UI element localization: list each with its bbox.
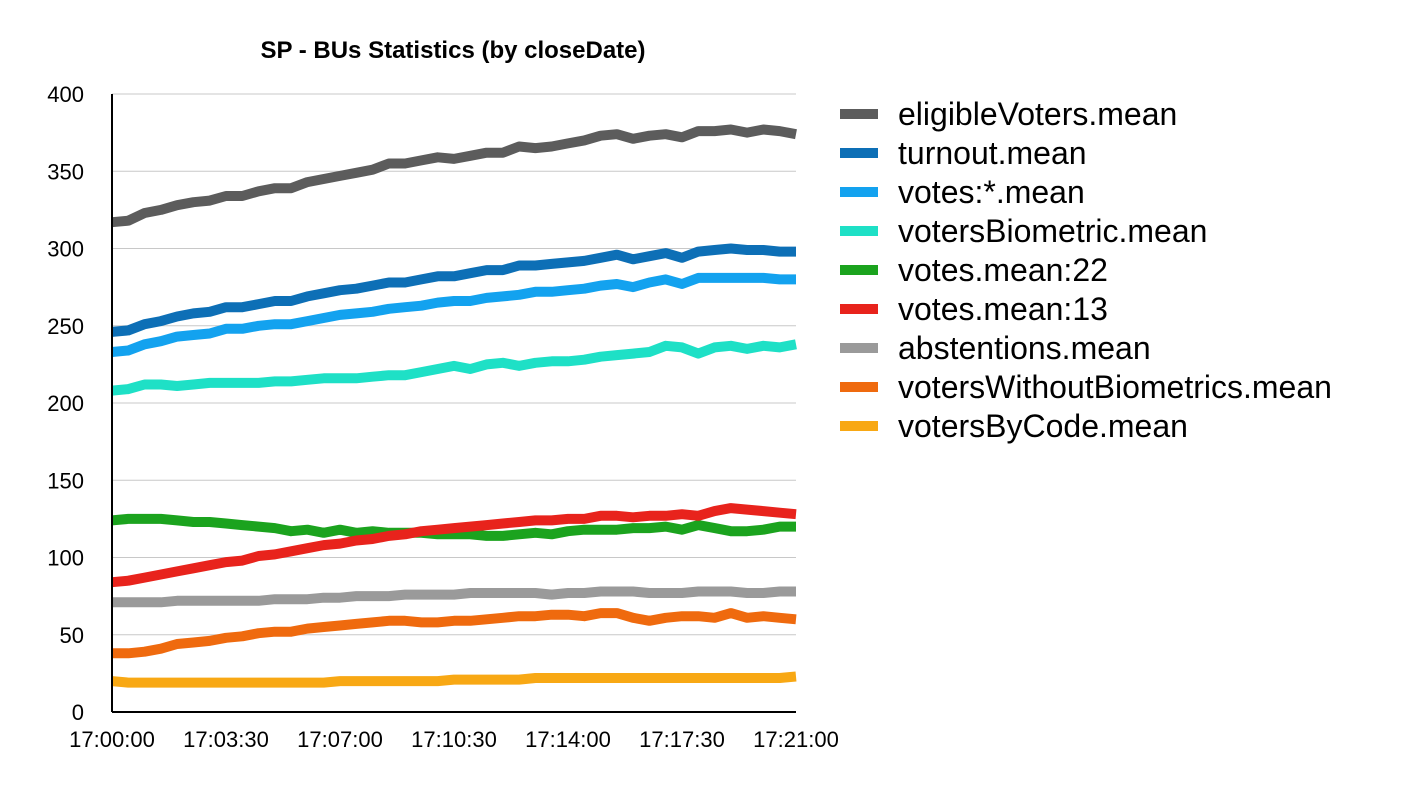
series-line-abstentions-mean [112,586,796,608]
series-line-votes-mean-13 [111,503,797,588]
legend-label: votersBiometric.mean [898,213,1207,249]
legend: eligibleVoters.meanturnout.meanvotes:*.m… [840,96,1332,444]
x-tick-label: 17:07:00 [297,727,383,752]
series-line-votersbiometric-mean [111,339,797,396]
series-lines [111,124,797,688]
axes: 400 350 300 250 200 150 100 50 017:00:00 17:03:30… [47,82,839,752]
x-tick-label: 17:14:00 [525,727,611,752]
y-tick-label: 250 [47,314,84,339]
y-tick-label: 150 [47,468,84,493]
legend-label: votersByCode.mean [898,408,1188,444]
legend-label: votes.mean:22 [898,252,1108,288]
series-line-turnout-mean [111,243,796,337]
series-line-votersbycode-mean [111,671,797,688]
y-tick-label: 200 [47,391,84,416]
series-line-votes-mean [111,272,796,357]
x-tick-label: 17:03:30 [183,727,269,752]
x-tick-label: 17:17:30 [639,727,725,752]
x-tick-label: 17:10:30 [411,727,497,752]
legend-label: votersWithoutBiometrics.mean [898,369,1332,405]
legend-label: votes:*.mean [898,174,1085,210]
series-line-eligiblevoters-mean [111,124,797,228]
y-tick-label: 100 [47,546,84,571]
legend-label: eligibleVoters.mean [898,96,1177,132]
y-tick-label: 50 [60,623,84,648]
series-line-votes-mean-22 [111,513,796,541]
x-tick-label: 17:00:00 [69,727,155,752]
y-tick-label: 400 [47,82,84,107]
y-tick-label: 300 [47,237,84,262]
y-tick-label: 0 [72,700,84,725]
legend-label: abstentions.mean [898,330,1151,366]
legend-label: turnout.mean [898,135,1087,171]
y-tick-label: 350 [47,159,84,184]
x-tick-label: 17:21:00 [753,727,839,752]
chart-title: SP - BUs Statistics (by closeDate) [260,37,645,64]
legend-label: votes.mean:13 [898,291,1108,327]
series-line-voterswithoutbiometrics-mean [112,608,797,659]
